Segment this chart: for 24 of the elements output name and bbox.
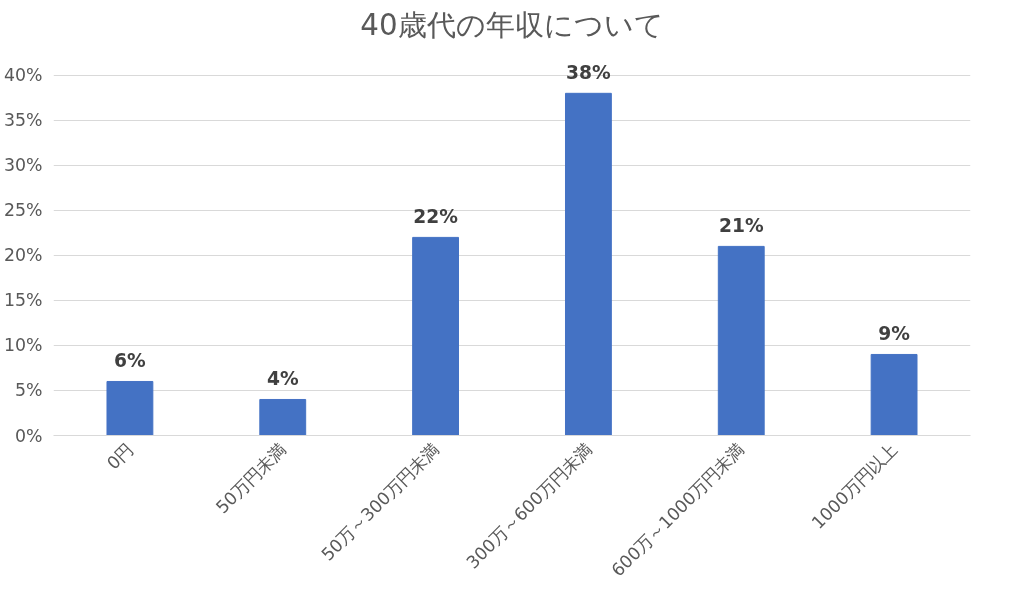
bar — [106, 380, 154, 436]
y-tick-label: 0% — [15, 425, 43, 446]
y-tick-label: 30% — [3, 155, 43, 176]
bar — [412, 236, 460, 436]
bar — [259, 398, 307, 436]
y-tick-label: 15% — [3, 290, 43, 311]
data-label: 4% — [266, 368, 299, 390]
data-label: 6% — [114, 350, 147, 372]
data-label: 38% — [566, 62, 612, 84]
y-tick-label: 10% — [3, 335, 43, 356]
x-tick-label: 0円 — [103, 439, 137, 474]
bar — [717, 245, 765, 436]
y-tick-label: 35% — [3, 110, 43, 131]
chart-title: 40歳代の年収について — [360, 7, 664, 42]
data-label: 21% — [718, 215, 764, 237]
y-tick-label: 5% — [15, 380, 43, 401]
bar — [870, 353, 918, 436]
data-label: 22% — [413, 206, 459, 228]
data-label: 9% — [878, 323, 911, 345]
y-tick-label: 25% — [3, 200, 43, 221]
y-tick-label: 20% — [3, 245, 43, 266]
x-tick-label: 50万円未満 — [212, 439, 290, 518]
y-tick-label: 40% — [3, 65, 43, 86]
bar — [564, 92, 612, 436]
